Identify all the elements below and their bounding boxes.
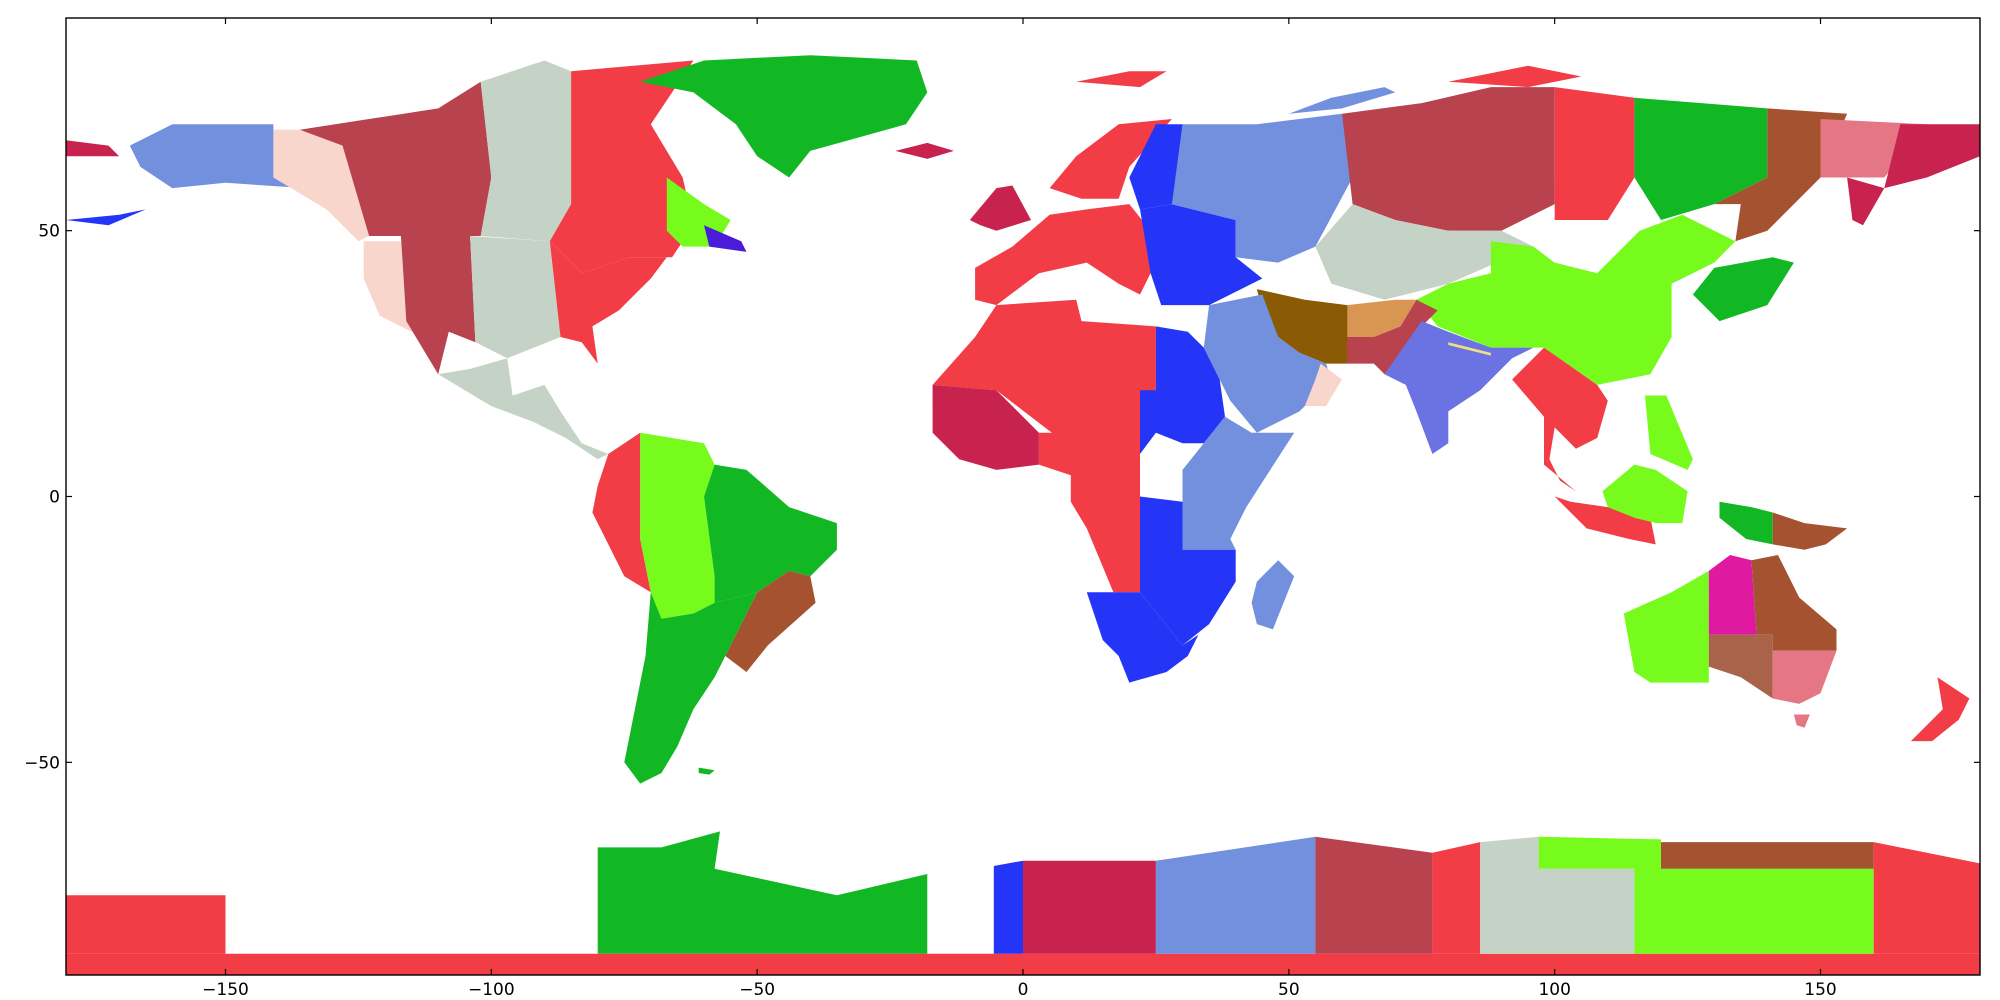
region-indonesia — [1528, 469, 1656, 545]
region-canada-east — [549, 60, 694, 274]
region-pakistan — [1347, 299, 1438, 375]
region-madagascar — [1251, 560, 1295, 630]
region-europe-east-turkey — [1140, 204, 1263, 306]
region-alaska — [129, 124, 306, 189]
region-antarctica-crimson — [1023, 860, 1156, 954]
region-south-america-west — [592, 432, 651, 593]
region-korea-japan — [1692, 257, 1794, 322]
region-europe-west — [975, 204, 1151, 306]
region-south-america-north-central — [640, 432, 715, 619]
region-borneo-sulawesi — [1602, 464, 1688, 524]
region-australia-nt — [1708, 555, 1757, 635]
region-oman — [1304, 363, 1342, 407]
region-far-east — [1714, 108, 1848, 242]
region-greenland — [640, 55, 928, 178]
region-antarctica-graygreen — [1480, 836, 1635, 954]
region-west-africa — [932, 384, 1039, 470]
region-antarctica-west-green — [597, 831, 928, 954]
region-us-mountain — [400, 236, 476, 375]
region-iran — [1256, 289, 1358, 364]
region-mexico-central-america — [438, 358, 609, 460]
region-iceland — [895, 142, 954, 159]
region-brazil-north — [704, 464, 837, 603]
region-tasmania — [1793, 714, 1810, 728]
region-aleutian-west — [66, 209, 146, 226]
region-antarctica-red2 — [1432, 842, 1481, 954]
map-regions — [66, 55, 1980, 975]
region-antarctica-red3 — [1873, 842, 1980, 954]
region-arabia — [1203, 294, 1332, 433]
x-tick-label: −50 — [739, 980, 775, 1000]
x-tick-label: −100 — [468, 980, 515, 1000]
region-russia-central — [1342, 87, 1555, 231]
region-chukotka-far — [1884, 124, 1980, 189]
region-antarctica-darkred — [1315, 836, 1433, 954]
region-kazakhstan-central-asia — [1315, 204, 1534, 300]
region-uk-ireland — [969, 185, 1031, 231]
region-southeast-asia — [1512, 347, 1608, 492]
region-mongolia-china-north — [1416, 214, 1736, 385]
region-arctic-islands-blue — [1288, 87, 1396, 114]
x-tick-label: 0 — [1018, 980, 1029, 1000]
region-antarctica-lightblue — [1155, 836, 1316, 954]
region-russia-west — [1171, 113, 1353, 263]
region-kamchatka — [1847, 177, 1885, 226]
region-canada-west — [299, 81, 492, 236]
region-antarctica-west-red — [66, 895, 226, 954]
region-australia-sa — [1708, 634, 1773, 699]
region-antarctica-blue — [993, 860, 1023, 954]
region-labrador-newfoundland — [666, 177, 731, 247]
region-afghanistan — [1347, 299, 1417, 337]
region-us-central — [470, 236, 561, 359]
region-africa-east-central — [1140, 496, 1236, 646]
region-east-africa — [1182, 416, 1295, 550]
region-brazil-south — [725, 570, 816, 672]
x-tick-label: 50 — [1278, 980, 1300, 1000]
region-siberia-east — [1634, 97, 1768, 220]
x-tick-label: 100 — [1538, 980, 1570, 1000]
y-tick-label: 0 — [49, 488, 60, 508]
region-australia-se — [1772, 650, 1837, 704]
region-antarctica-brown — [1661, 842, 1874, 869]
region-png — [1772, 512, 1848, 550]
region-southern-cone — [624, 592, 758, 784]
region-antarctica-lime — [1538, 836, 1874, 954]
x-axis: −150 −100 −50 0 50 100 150 — [202, 18, 1837, 1000]
region-nepal-strip — [1448, 342, 1491, 356]
y-axis: 50 0 −50 — [24, 222, 1980, 773]
region-newfoundland-east — [704, 225, 747, 252]
region-scandinavia-west — [1049, 119, 1172, 199]
region-us-east — [549, 241, 667, 364]
region-new-zealand — [1910, 677, 1970, 742]
region-finland-baltic — [1129, 124, 1188, 210]
region-new-guinea — [1719, 501, 1773, 545]
y-tick-label: −50 — [24, 753, 60, 773]
region-central-africa — [1038, 432, 1140, 593]
region-arctic-islands-red — [1448, 65, 1582, 88]
region-svalbard — [1076, 71, 1167, 88]
region-chukotka-east — [66, 140, 120, 157]
x-tick-label: −150 — [202, 980, 249, 1000]
y-tick-label: 50 — [38, 222, 60, 242]
region-antarctica-base — [66, 953, 1980, 975]
region-canada-yukon-bc — [273, 129, 370, 242]
region-taiwan-philippines — [1645, 395, 1693, 470]
region-canada-central — [480, 60, 572, 242]
region-falklands — [698, 767, 715, 775]
region-australia-qld — [1751, 555, 1837, 651]
region-australia-west — [1623, 570, 1709, 683]
region-egypt-sudan — [1140, 326, 1225, 454]
region-india — [1384, 321, 1534, 454]
region-southern-africa — [1086, 592, 1199, 683]
region-russia-east — [1554, 87, 1635, 220]
x-tick-label: 150 — [1804, 980, 1836, 1000]
